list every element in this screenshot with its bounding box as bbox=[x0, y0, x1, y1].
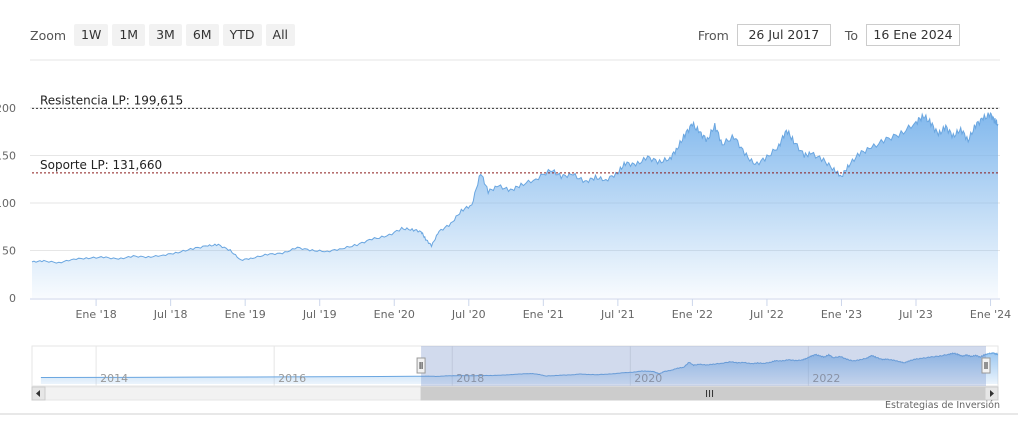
chevron-right-icon bbox=[990, 390, 994, 397]
x-tick-label: Jul '20 bbox=[451, 308, 486, 321]
y-tick-label: 100 bbox=[0, 197, 16, 210]
price-line bbox=[31, 112, 999, 264]
navigator-selection[interactable] bbox=[421, 346, 987, 386]
navigator-left-handle[interactable] bbox=[416, 357, 426, 374]
zoom-all-button[interactable]: All bbox=[265, 24, 296, 46]
zoom-ytd-button[interactable]: YTD bbox=[222, 24, 262, 46]
reference-line-label: Soporte LP: 131,660 bbox=[40, 158, 162, 172]
y-tick-label: 50 bbox=[2, 245, 16, 258]
handle-body bbox=[416, 357, 426, 374]
reference-lines: Resistencia LP: 199,615 Soporte LP: 131,6… bbox=[32, 93, 998, 174]
navigator-area bbox=[40, 352, 998, 384]
x-tick-label: Ene '24 bbox=[970, 308, 1011, 321]
navigator-year-label: 2022 bbox=[812, 372, 840, 385]
x-tick-label: Ene '22 bbox=[672, 308, 713, 321]
plot-area bbox=[31, 112, 999, 298]
navigator-line bbox=[40, 351, 999, 378]
x-tick-label: Ene '21 bbox=[523, 308, 564, 321]
zoom-label: Zoom bbox=[30, 27, 67, 43]
navigator-year-label: 2018 bbox=[456, 372, 484, 385]
zoom-6m-button[interactable]: 6M bbox=[185, 24, 219, 46]
x-tick-label: Jul '22 bbox=[749, 308, 784, 321]
chevron-left-icon bbox=[36, 390, 40, 397]
x-axis: Ene '18 Jul '18 Ene '19 Jul '19 Ene '20 Jul '… bbox=[30, 298, 1011, 321]
from-label: From bbox=[697, 27, 729, 43]
handle-body bbox=[981, 357, 991, 374]
x-tick-label: Ene '20 bbox=[374, 308, 415, 321]
x-tick-label: Jul '18 bbox=[153, 308, 188, 321]
navigator-year-label: 2020 bbox=[634, 372, 662, 385]
reference-line-label: Resistencia LP: 199,615 bbox=[40, 93, 183, 107]
x-tick-label: Jul '23 bbox=[898, 308, 933, 321]
y-tick-label: 0 bbox=[9, 292, 16, 305]
chart-credit: Estrategias de Inversión bbox=[885, 400, 1000, 411]
x-tick-label: Jul '19 bbox=[302, 308, 337, 321]
x-tick-label: Ene '18 bbox=[75, 308, 116, 321]
zoom-1w-button[interactable]: 1W bbox=[74, 24, 109, 46]
y-tick-label: 200 bbox=[0, 102, 16, 115]
x-tick-label: Jul '21 bbox=[600, 308, 635, 321]
zoom-1m-button[interactable]: 1M bbox=[112, 24, 146, 46]
y-axis: 0 50 100 150 200 bbox=[0, 102, 16, 305]
zoom-selector: Zoom 1W 1M 3M 6M YTD All bbox=[30, 24, 296, 46]
navigator-year-label: 2016 bbox=[278, 372, 306, 385]
navigator[interactable]: 2014 2016 2018 2020 2022 bbox=[0, 345, 1018, 415]
price-area bbox=[32, 112, 998, 298]
y-tick-label: 150 bbox=[0, 150, 16, 163]
navigator-year-label: 2014 bbox=[100, 372, 128, 385]
x-tick-label: Ene '19 bbox=[225, 308, 266, 321]
to-date-input[interactable]: 16 Ene 2024 bbox=[866, 24, 960, 46]
zoom-3m-button[interactable]: 3M bbox=[149, 24, 182, 46]
x-tick-label: Ene '23 bbox=[821, 308, 862, 321]
from-date-input[interactable]: 26 Jul 2017 bbox=[736, 24, 831, 46]
navigator-right-handle[interactable] bbox=[981, 357, 991, 374]
date-range-selector: From 26 Jul 2017 To 16 Ene 2024 bbox=[684, 24, 960, 46]
to-label: To bbox=[844, 27, 858, 43]
